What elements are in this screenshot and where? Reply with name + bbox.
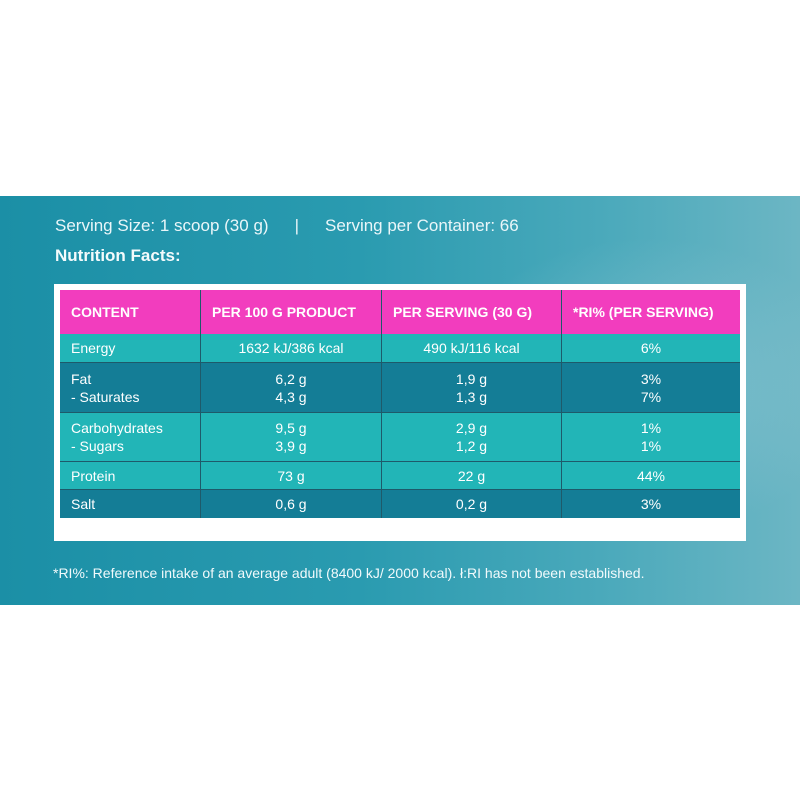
cell-per-serving: 22 g xyxy=(382,462,562,490)
header-ri-percent: *RI% (PER SERVING) xyxy=(562,290,740,334)
table-row-energy: Energy 1632 kJ/386 kcal 490 kJ/116 kcal … xyxy=(60,334,740,363)
cell-ri: 1% 1% xyxy=(562,413,740,462)
cell-per-serving: 1,9 g 1,3 g xyxy=(382,363,562,413)
cell-per-100g: 1632 kJ/386 kcal xyxy=(201,334,382,363)
serving-info: Serving Size: 1 scoop (30 g) | Serving per… xyxy=(55,216,519,236)
cell-per-100g: 6,2 g 4,3 g xyxy=(201,363,382,413)
nutrition-banner: Serving Size: 1 scoop (30 g) | Serving per… xyxy=(0,196,800,605)
cell-per-100g: 0,6 g xyxy=(201,490,382,518)
table-row-protein: Protein 73 g 22 g 44% xyxy=(60,462,740,490)
serving-per-container: Serving per Container: 66 xyxy=(324,216,519,235)
header-per-100g: PER 100 G PRODUCT xyxy=(201,290,382,334)
serving-size: Serving Size: 1 scoop (30 g) xyxy=(55,216,269,235)
header-content: CONTENT xyxy=(60,290,201,334)
cell-ri: 6% xyxy=(562,334,740,363)
header-per-serving: PER SERVING (30 G) xyxy=(382,290,562,334)
cell-name: Protein xyxy=(60,462,201,490)
cell-name: Salt xyxy=(60,490,201,518)
cell-per-serving: 2,9 g 1,2 g xyxy=(382,413,562,462)
cell-per-serving: 0,2 g xyxy=(382,490,562,518)
cell-name: Carbohydrates - Sugars xyxy=(60,413,201,462)
cell-name: Fat - Saturates xyxy=(60,363,201,413)
nutrition-facts-title: Nutrition Facts: xyxy=(55,246,181,265)
nutrition-table: CONTENT PER 100 G PRODUCT PER SERVING (3… xyxy=(60,290,740,518)
cell-per-serving: 490 kJ/116 kcal xyxy=(382,334,562,363)
cell-ri: 3% xyxy=(562,490,740,518)
cell-per-100g: 9,5 g 3,9 g xyxy=(201,413,382,462)
table-header-row: CONTENT PER 100 G PRODUCT PER SERVING (3… xyxy=(60,290,740,334)
ri-footnote: *RI%: Reference intake of an average adu… xyxy=(53,565,645,581)
serving-separator: | xyxy=(294,216,299,235)
nutrition-table-frame: CONTENT PER 100 G PRODUCT PER SERVING (3… xyxy=(54,284,746,541)
table-row-salt: Salt 0,6 g 0,2 g 3% xyxy=(60,490,740,518)
table-row-carbohydrates: Carbohydrates - Sugars 9,5 g 3,9 g 2,9 g… xyxy=(60,413,740,462)
cell-ri: 44% xyxy=(562,462,740,490)
cell-per-100g: 73 g xyxy=(201,462,382,490)
cell-name: Energy xyxy=(60,334,201,363)
table-row-fat: Fat - Saturates 6,2 g 4,3 g 1,9 g 1,3 g … xyxy=(60,363,740,413)
cell-ri: 3% 7% xyxy=(562,363,740,413)
